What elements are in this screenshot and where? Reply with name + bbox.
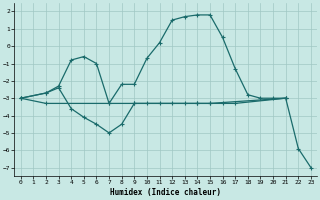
X-axis label: Humidex (Indice chaleur): Humidex (Indice chaleur) [110, 188, 221, 197]
